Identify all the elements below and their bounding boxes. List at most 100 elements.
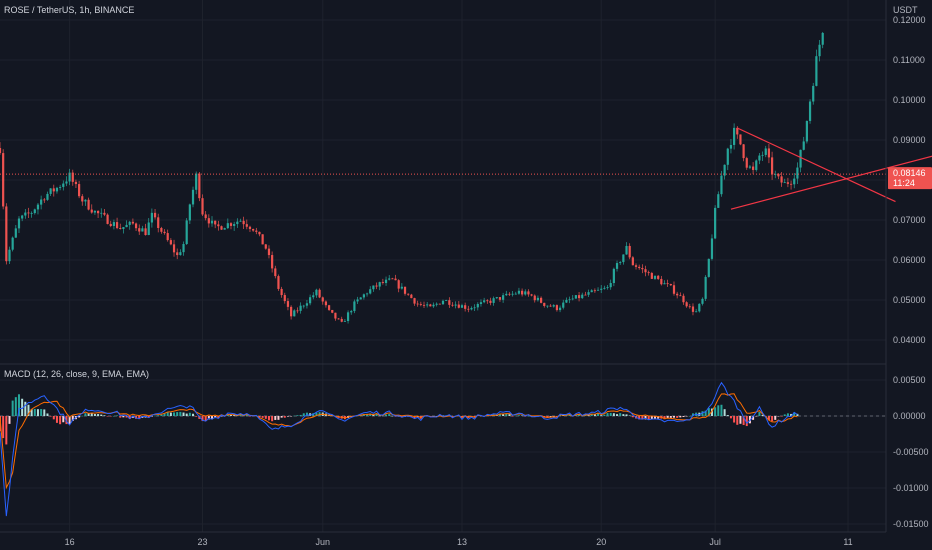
macd-histogram-bar bbox=[261, 416, 264, 418]
macd-histogram-bar bbox=[201, 416, 204, 422]
candle-body bbox=[239, 220, 242, 222]
candle-body bbox=[565, 299, 568, 303]
macd-histogram-bar bbox=[644, 416, 647, 420]
candle-body bbox=[733, 127, 736, 145]
candle-body bbox=[669, 283, 672, 286]
candle-body bbox=[511, 293, 514, 295]
macd-histogram-bar bbox=[559, 415, 562, 416]
candle-body bbox=[438, 303, 441, 305]
candle-body bbox=[720, 175, 723, 195]
macd-histogram-bar bbox=[619, 413, 622, 416]
macd-histogram-bar bbox=[767, 416, 770, 421]
candle-body bbox=[131, 221, 134, 224]
candle-body bbox=[606, 287, 609, 289]
candle-body bbox=[454, 304, 457, 306]
macd-histogram-bar bbox=[590, 414, 593, 416]
candle-body bbox=[650, 273, 653, 279]
candle-body bbox=[397, 280, 400, 289]
macd-histogram-bar bbox=[584, 414, 587, 416]
price-tick-label: 0.06000 bbox=[893, 255, 926, 265]
macd-histogram-bar bbox=[628, 415, 631, 416]
candle-body bbox=[688, 306, 691, 308]
candle-body bbox=[195, 173, 198, 190]
candle-body bbox=[802, 141, 805, 150]
macd-histogram-bar bbox=[771, 416, 774, 422]
macd-histogram-bar bbox=[597, 413, 600, 416]
candle-body bbox=[815, 56, 818, 86]
macd-histogram-bar bbox=[122, 416, 125, 418]
macd-histogram-bar bbox=[612, 413, 615, 416]
candle-body bbox=[264, 244, 267, 249]
macd-histogram-bar bbox=[185, 413, 188, 416]
candle-body bbox=[391, 278, 394, 280]
candle-body bbox=[321, 297, 324, 302]
price-pane[interactable] bbox=[0, 31, 932, 324]
macd-histogram-bar bbox=[710, 408, 713, 416]
candle-body bbox=[644, 269, 647, 273]
candle-body bbox=[220, 226, 223, 230]
macd-histogram-bar bbox=[296, 415, 299, 416]
macd-histogram-bar bbox=[641, 416, 644, 420]
candle-body bbox=[663, 283, 666, 285]
candle-body bbox=[248, 226, 252, 229]
macd-histogram-bar bbox=[93, 414, 96, 416]
candle-body bbox=[245, 224, 248, 227]
macd-histogram-bar bbox=[14, 397, 17, 416]
candle-body bbox=[426, 304, 429, 306]
candle-body bbox=[657, 275, 660, 279]
candle-body bbox=[736, 127, 739, 135]
macd-histogram-bar bbox=[676, 416, 679, 418]
candle-body bbox=[498, 297, 502, 300]
candle-body bbox=[691, 306, 695, 312]
macd-histogram-bar bbox=[182, 412, 185, 416]
candle-body bbox=[343, 320, 347, 322]
candle-body bbox=[460, 305, 464, 308]
candle-body bbox=[201, 198, 204, 215]
candle-body bbox=[783, 182, 786, 184]
candle-body bbox=[267, 248, 271, 256]
candle-body bbox=[318, 289, 321, 298]
trendline-descending[interactable] bbox=[737, 127, 896, 203]
macd-histogram-bar bbox=[293, 415, 296, 417]
candle-body bbox=[17, 218, 21, 229]
time-axis[interactable]: 1623Jun1320Jul111825Aug81522 bbox=[0, 531, 932, 547]
candle-body bbox=[147, 222, 150, 236]
macd-histogram-bar bbox=[315, 412, 318, 416]
candle-body bbox=[157, 217, 160, 228]
macd-pane[interactable] bbox=[0, 381, 886, 517]
candle-body bbox=[217, 224, 220, 227]
candle-body bbox=[786, 182, 790, 184]
time-tick-label: 16 bbox=[65, 537, 75, 547]
candle-body bbox=[337, 318, 340, 320]
candle-body bbox=[748, 166, 752, 168]
candle-body bbox=[144, 228, 147, 236]
macd-histogram-bar bbox=[752, 416, 755, 420]
macd-histogram-bar bbox=[71, 416, 74, 421]
macd-histogram-bar bbox=[103, 415, 106, 416]
macd-histogram-bar bbox=[372, 414, 375, 416]
macd-histogram-bar bbox=[280, 416, 283, 418]
macd-histogram-bar bbox=[52, 416, 55, 420]
candle-body bbox=[223, 228, 226, 230]
candle-body bbox=[394, 278, 397, 281]
macd-histogram-bar bbox=[521, 415, 524, 416]
candle-body bbox=[242, 220, 245, 225]
macd-label: MACD (12, 26, close, 9, EMA, EMA) bbox=[4, 369, 149, 379]
candle-body bbox=[356, 299, 359, 302]
price-tick-label: 0.11000 bbox=[893, 55, 925, 65]
candle-body bbox=[369, 289, 372, 294]
candle-body bbox=[435, 303, 438, 305]
macd-histogram-bar bbox=[55, 416, 58, 423]
current-price-tag: 0.08146 11:24 bbox=[888, 167, 932, 190]
trendline-ascending[interactable] bbox=[730, 140, 932, 210]
macd-histogram-bar bbox=[600, 415, 603, 416]
candle-body bbox=[457, 304, 460, 308]
candle-body bbox=[476, 303, 479, 308]
candle-body bbox=[574, 295, 577, 299]
candle-body bbox=[403, 286, 407, 294]
candle-body bbox=[568, 299, 571, 301]
macd-histogram-bar bbox=[435, 416, 438, 417]
macd-histogram-bar bbox=[274, 416, 277, 420]
candle-body bbox=[283, 295, 286, 302]
